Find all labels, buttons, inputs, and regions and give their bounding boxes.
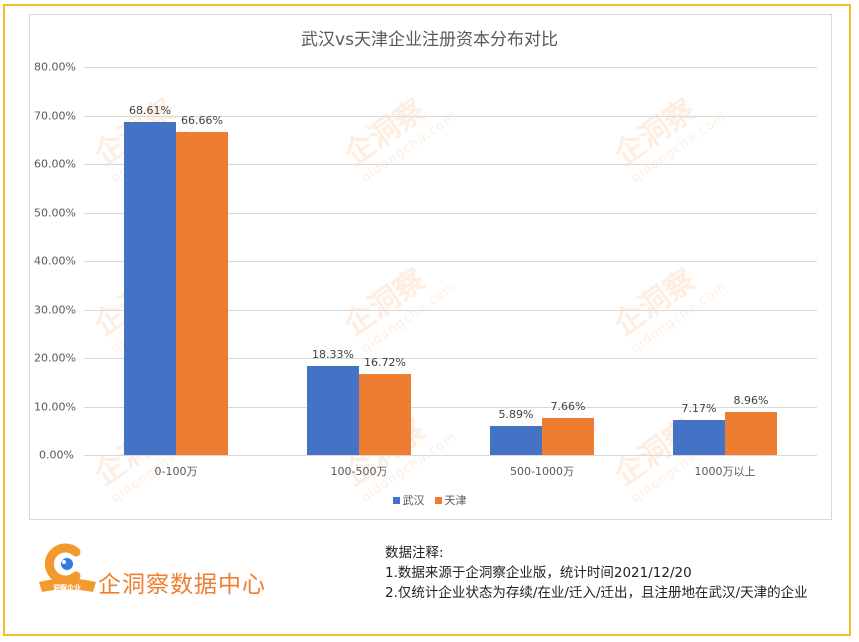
y-tick-label: 70.00%	[34, 109, 76, 123]
x-tick-label: 100-500万	[330, 465, 388, 478]
bar-tianjin	[359, 373, 411, 455]
bar-tianjin	[725, 411, 777, 455]
legend-label-tianjin: 天津	[444, 494, 467, 507]
y-tick-label: 60.00%	[34, 157, 76, 171]
data-label: 5.89%	[498, 408, 534, 422]
gridline	[84, 358, 817, 359]
outer-frame	[3, 4, 851, 636]
gridline	[84, 116, 817, 117]
note-1: 1.数据来源于企洞察企业版，统计时间2021/12/20	[385, 565, 692, 581]
legend-swatch-tianjin	[434, 496, 442, 504]
y-tick-label: 40.00%	[34, 254, 76, 268]
gridline	[84, 261, 817, 262]
notes-title: 数据注释:	[385, 545, 444, 561]
bar-tianjin	[176, 131, 228, 455]
gridline	[84, 407, 817, 408]
data-label: 68.61%	[129, 104, 171, 118]
x-tick-label: 1000万以上	[694, 465, 756, 478]
footer-brand-name: 企洞察数据中心	[98, 572, 266, 598]
legend-swatch-wuhan	[392, 496, 400, 504]
chart-title: 武汉vs天津企业注册资本分布对比	[301, 30, 558, 50]
legend-item-tianjin: 天津	[434, 492, 467, 508]
data-label: 66.66%	[181, 113, 223, 127]
gridline	[84, 213, 817, 214]
bar-wuhan	[490, 426, 542, 455]
bar-wuhan	[673, 420, 725, 455]
legend: 武汉 天津	[0, 492, 859, 508]
y-tick-label: 20.00%	[34, 351, 76, 365]
gridline	[84, 164, 817, 165]
y-tick-label: 0.00%	[39, 448, 74, 462]
qidongcha-logo-icon: 洞察企业	[39, 543, 96, 592]
gridline	[84, 455, 817, 456]
svg-text:洞察企业: 洞察企业	[53, 583, 81, 592]
bar-tianjin	[542, 417, 594, 455]
y-tick-label: 50.00%	[34, 206, 76, 220]
y-tick-label: 10.00%	[34, 400, 76, 414]
data-label: 8.96%	[733, 393, 769, 407]
x-tick-label: 500-1000万	[510, 465, 574, 478]
data-label: 18.33%	[312, 348, 354, 362]
gridline	[84, 310, 817, 311]
data-label: 16.72%	[364, 355, 406, 369]
bar-wuhan	[124, 122, 176, 455]
note-2: 2.仅统计企业状态为存续/在业/迁入/迁出，且注册地在武汉/天津的企业	[385, 585, 808, 601]
bar-wuhan	[307, 366, 359, 455]
data-notes: 数据注释: 1.数据来源于企洞察企业版，统计时间2021/12/20 2.仅统计…	[385, 543, 840, 603]
y-tick-label: 30.00%	[34, 303, 76, 317]
gridline	[84, 67, 817, 68]
x-tick-label: 0-100万	[154, 465, 198, 478]
data-label: 7.66%	[550, 399, 586, 413]
chart-area	[29, 14, 832, 520]
legend-item-wuhan: 武汉	[392, 492, 425, 508]
y-tick-label: 80.00%	[34, 60, 76, 74]
data-label: 7.17%	[681, 402, 717, 416]
legend-label-wuhan: 武汉	[402, 494, 425, 507]
